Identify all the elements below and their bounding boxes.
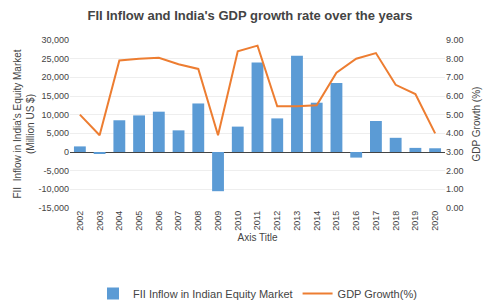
svg-text:15,000: 15,000 (41, 91, 69, 101)
svg-text:5,000: 5,000 (46, 128, 69, 138)
svg-text:2010: 2010 (233, 211, 243, 231)
svg-text:2.00: 2.00 (446, 166, 464, 176)
svg-text:25,000: 25,000 (41, 54, 69, 64)
svg-text:4.00: 4.00 (446, 128, 464, 138)
svg-text:2019: 2019 (410, 211, 420, 231)
svg-text:0: 0 (64, 147, 69, 157)
svg-text:10,000: 10,000 (41, 110, 69, 120)
svg-text:2005: 2005 (134, 211, 144, 231)
svg-text:2007: 2007 (173, 211, 183, 231)
svg-text:2012: 2012 (272, 211, 282, 231)
svg-text:FII Inflow in India's Equity: FII Inflow in India's Equity Market(Mill… (12, 49, 36, 198)
svg-text:7.00: 7.00 (446, 72, 464, 82)
svg-text:6.00: 6.00 (446, 91, 464, 101)
svg-text:2013: 2013 (292, 211, 302, 231)
svg-text:2011: 2011 (252, 211, 262, 230)
svg-text:8.00: 8.00 (446, 54, 464, 64)
svg-text:9.00: 9.00 (446, 35, 464, 45)
svg-text:-10,000: -10,000 (38, 184, 69, 194)
svg-text:30,000: 30,000 (41, 35, 69, 45)
svg-text:FII Inflow in Indian Equity Ma: FII Inflow in Indian Equity Market (133, 288, 293, 300)
svg-text:2009: 2009 (213, 211, 223, 231)
svg-text:1.00: 1.00 (446, 184, 464, 194)
svg-text:2016: 2016 (351, 211, 361, 231)
svg-text:2020: 2020 (430, 211, 440, 231)
svg-text:2015: 2015 (331, 211, 341, 231)
svg-text:2008: 2008 (193, 211, 203, 231)
svg-text:2003: 2003 (95, 211, 105, 231)
svg-text:2006: 2006 (154, 211, 164, 231)
svg-text:2014: 2014 (312, 211, 322, 231)
svg-text:2017: 2017 (371, 211, 381, 231)
svg-text:GDP Growth(%): GDP Growth(%) (338, 288, 417, 300)
svg-text:-15,000: -15,000 (38, 203, 69, 213)
svg-text:2004: 2004 (114, 211, 124, 231)
svg-text:2002: 2002 (75, 211, 85, 231)
svg-text:3.00: 3.00 (446, 147, 464, 157)
svg-text:FII Inflow and India's GDP gro: FII Inflow and India's GDP growth rate o… (87, 8, 412, 23)
svg-text:GDP Growth (%): GDP Growth (%) (471, 87, 482, 162)
svg-text:5.00: 5.00 (446, 110, 464, 120)
svg-text:20,000: 20,000 (41, 72, 69, 82)
svg-text:Axis Title: Axis Title (237, 232, 277, 243)
svg-text:0.00: 0.00 (446, 203, 464, 213)
svg-text:2018: 2018 (391, 211, 401, 231)
svg-text:-5,000: -5,000 (43, 166, 69, 176)
